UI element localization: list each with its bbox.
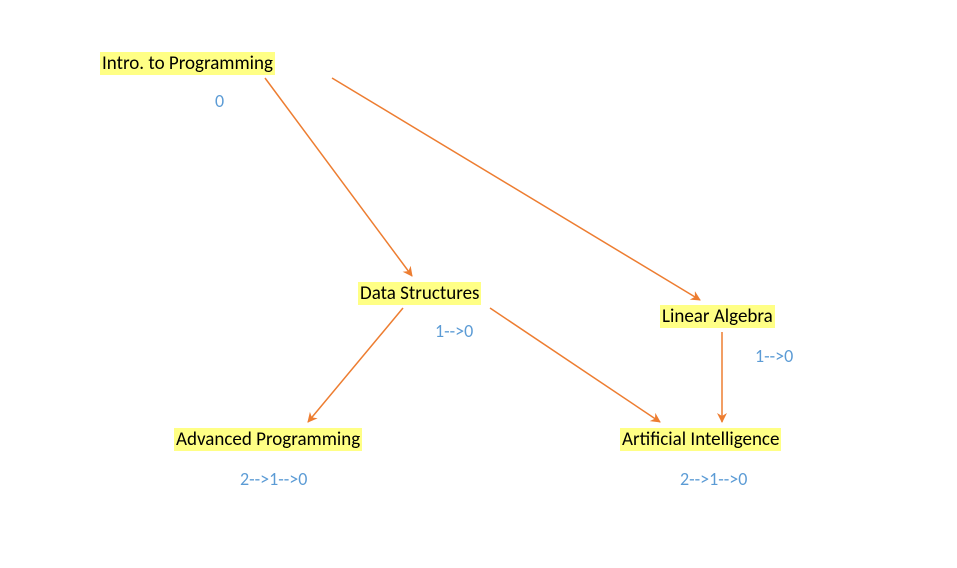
annotation-ai: 2-->1-->0 xyxy=(680,468,747,490)
annotation-adv: 2-->1-->0 xyxy=(240,468,307,490)
annotation-ds: 1-->0 xyxy=(435,320,473,342)
node-intro: Intro. to Programming xyxy=(100,52,275,75)
edge-intro-ds xyxy=(265,78,412,276)
node-adv: Advanced Programming xyxy=(174,428,362,451)
annotation-la: 1-->0 xyxy=(755,345,793,367)
node-ai: Artificial Intelligence xyxy=(620,428,781,451)
edge-ds-adv xyxy=(308,308,403,422)
node-ds: Data Structures xyxy=(358,282,481,305)
node-la: Linear Algebra xyxy=(660,305,775,328)
edge-intro-la xyxy=(332,78,700,300)
annotation-intro: 0 xyxy=(215,90,224,112)
edge-ds-ai xyxy=(490,308,660,422)
